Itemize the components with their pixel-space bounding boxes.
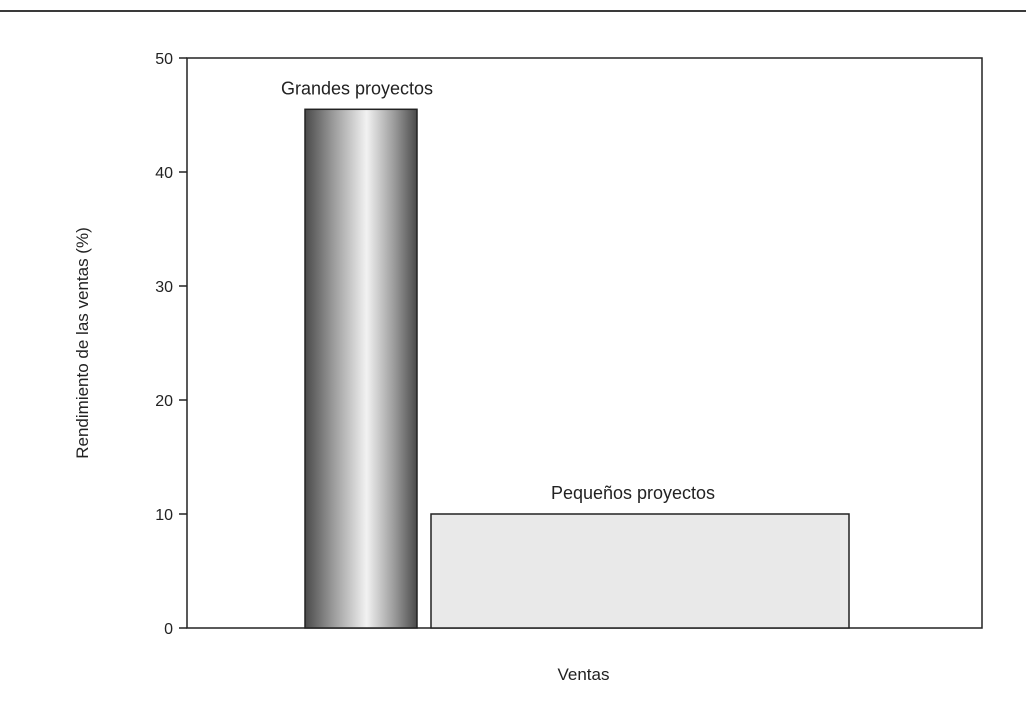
x-axis-title: Ventas bbox=[558, 665, 610, 684]
bar-pequenos-proyectos bbox=[430, 513, 850, 629]
y-tick-label: 50 bbox=[155, 51, 173, 68]
y-tick-label: 0 bbox=[164, 621, 173, 638]
label-pequenos-proyectos: Pequeños proyectos bbox=[551, 483, 715, 503]
y-tick-label: 10 bbox=[155, 507, 173, 524]
y-tick-label: 40 bbox=[155, 165, 173, 182]
bar-grandes-proyectos bbox=[304, 108, 418, 629]
y-tick-label: 20 bbox=[155, 393, 173, 410]
top-rule bbox=[0, 10, 1026, 12]
y-tick-label: 30 bbox=[155, 279, 173, 296]
label-grandes-proyectos: Grandes proyectos bbox=[281, 78, 433, 98]
y-axis-title: Rendimiento de las ventas (%) bbox=[73, 227, 92, 459]
